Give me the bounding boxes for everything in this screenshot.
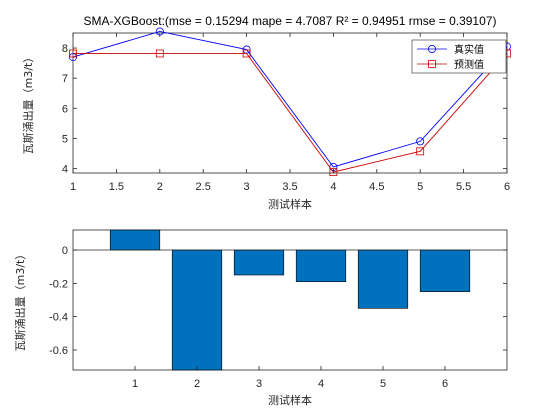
series-line-2	[73, 53, 508, 173]
bottom-y-tick-label: -0.4	[49, 312, 68, 324]
top-x-tick-label: 2	[157, 181, 163, 193]
legend-label-real: 真实值	[454, 43, 484, 56]
series-line-1	[72, 31, 508, 168]
series-2-point	[416, 147, 425, 156]
bar	[357, 249, 409, 309]
series-2-point	[242, 49, 251, 58]
top-x-tick-label: 4	[330, 181, 336, 193]
bar	[233, 249, 285, 276]
top-x-axis-label: 测试样本	[268, 197, 312, 211]
bottom-x-tick-label: 4	[318, 378, 324, 390]
bottom-x-tick-label: 3	[256, 378, 262, 390]
series-1-point	[155, 27, 164, 36]
bottom-x-tick-label: 1	[132, 378, 138, 390]
top-y-tick-label: 7	[62, 73, 68, 85]
top-x-ticks: 1 1.5 2 2.5 3 3.5 4 4.5 5 5.5 6	[70, 33, 510, 193]
top-x-tick-label: 5	[417, 181, 423, 193]
bottom-y-tick-label: -0.6	[49, 345, 68, 357]
bottom-y-tick-label: 0	[62, 245, 68, 257]
top-x-tick-label: 5.5	[456, 181, 471, 193]
top-chart-title: SMA-XGBoost:(mse = 0.15294 mape = 4.7087…	[84, 14, 497, 28]
bottom-y-axis-label: 瓦斯涌出量（m3/t）	[13, 249, 27, 352]
top-y-tick-label: 8	[62, 43, 68, 55]
legend-marker-real	[427, 45, 436, 54]
legend: 真实值 预测值	[411, 39, 507, 74]
top-x-tick-label: 1.5	[109, 181, 124, 193]
bottom-x-ticks: 1 2 3 4 5 6	[132, 366, 448, 390]
top-x-tick-label: 4.5	[369, 181, 384, 193]
top-x-tick-label: 3	[244, 181, 250, 193]
series-2-point	[329, 168, 338, 176]
bottom-y-tick-label: -0.2	[49, 278, 68, 290]
top-y-tick-label: 5	[62, 133, 68, 145]
bottom-y-ticks: -0.6 -0.4 -0.2 0	[49, 245, 507, 357]
legend-marker-pred	[428, 60, 436, 68]
legend-box	[411, 39, 507, 74]
bar	[171, 249, 223, 371]
series-2-point	[155, 49, 164, 58]
top-line-chart: SMA-XGBoost:(mse = 0.15294 mape = 4.7087…	[21, 14, 511, 211]
top-y-tick-label: 6	[62, 103, 68, 115]
top-x-tick-label: 2.5	[196, 181, 211, 193]
top-x-tick-label: 1	[70, 181, 76, 193]
top-y-tick-label: 4	[62, 163, 68, 175]
bottom-bar-chart: 1 2 3 4 5 6 -0.6 -0.4 -0.2 0 测试样本 瓦斯涌出量（m3/t）	[13, 229, 508, 407]
top-y-ticks: 4 5 6 7 8	[62, 43, 507, 175]
bar	[295, 249, 347, 282]
series-1-point	[416, 137, 425, 146]
bottom-x-tick-label: 5	[380, 378, 386, 390]
top-x-tick-label: 3.5	[282, 181, 297, 193]
legend-label-pred: 预测值	[454, 58, 484, 71]
bottom-x-axis-label: 测试样本	[268, 393, 312, 407]
series-2-point	[69, 49, 77, 58]
top-x-tick-label: 6	[504, 181, 510, 193]
top-y-axis-label: 瓦斯涌出量（m3/t）	[21, 52, 35, 155]
bar	[419, 249, 471, 292]
bottom-bars	[109, 229, 471, 371]
bottom-x-tick-label: 6	[442, 378, 448, 390]
bottom-x-tick-label: 2	[194, 378, 200, 390]
bar	[109, 229, 161, 251]
